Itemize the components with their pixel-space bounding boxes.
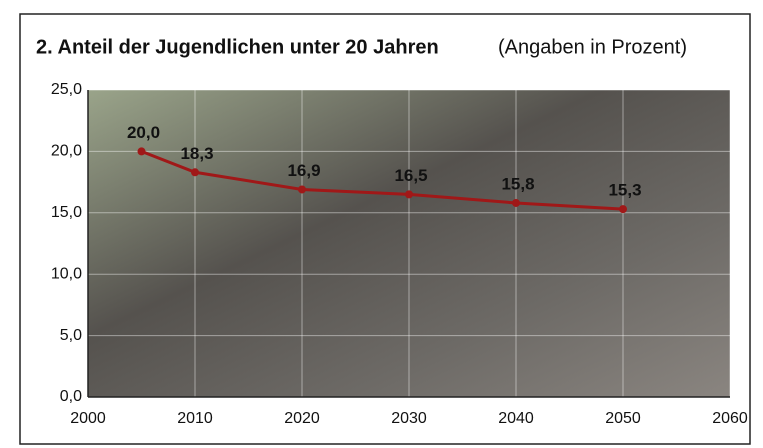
y-tick-label: 5,0 xyxy=(60,327,82,344)
y-tick-label: 10,0 xyxy=(51,265,82,282)
data-point xyxy=(405,190,413,198)
chart: 2. Anteil der Jugendlichen unter 20 Jahr… xyxy=(0,0,763,448)
x-tick-label: 2000 xyxy=(70,410,106,427)
x-tick-label: 2060 xyxy=(712,410,748,427)
data-point xyxy=(619,205,627,213)
data-point xyxy=(138,147,146,155)
data-label: 15,8 xyxy=(501,174,534,193)
chart-title: 2. Anteil der Jugendlichen unter 20 Jahr… xyxy=(36,36,439,58)
x-tick-label: 2020 xyxy=(284,410,320,427)
data-label: 16,5 xyxy=(394,166,427,185)
x-tick-label: 2010 xyxy=(177,410,213,427)
data-label: 18,3 xyxy=(180,144,213,163)
data-point xyxy=(512,199,520,207)
data-label: 20,0 xyxy=(127,123,160,142)
data-point xyxy=(191,168,199,176)
x-tick-label: 2030 xyxy=(391,410,427,427)
x-tick-label: 2040 xyxy=(498,410,534,427)
y-tick-label: 25,0 xyxy=(51,81,82,98)
data-label: 15,3 xyxy=(608,181,641,200)
x-tick-label: 2050 xyxy=(605,410,641,427)
y-tick-label: 0,0 xyxy=(60,388,82,405)
y-tick-label: 20,0 xyxy=(51,143,82,160)
data-point xyxy=(298,185,306,193)
y-tick-label: 15,0 xyxy=(51,204,82,221)
data-label: 16,9 xyxy=(287,161,320,180)
chart-subtitle: (Angaben in Prozent) xyxy=(498,36,687,58)
